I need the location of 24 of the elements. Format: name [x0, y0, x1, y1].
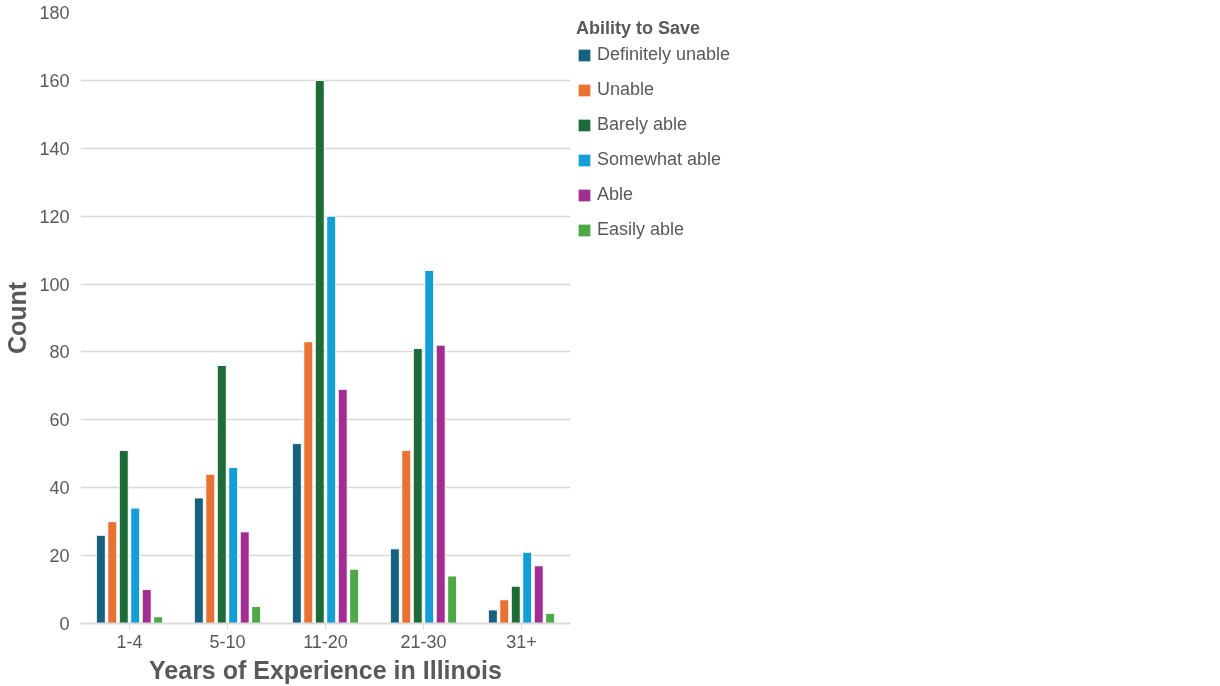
legend-title: Ability to Save	[576, 18, 702, 39]
legend-label: Definitely unable	[597, 44, 731, 65]
legend-label: Unable	[597, 79, 655, 100]
y-tick-label: 40	[49, 478, 70, 499]
x-axis-title: Years of Experience in Illinois	[149, 655, 502, 684]
y-tick-label: 160	[39, 70, 70, 91]
legend-label: Easily able	[597, 219, 685, 240]
x-tick-label: 31+	[506, 631, 537, 652]
legend-label: Barely able	[597, 114, 688, 135]
y-axis-title: Count	[3, 281, 32, 355]
x-tick-label: 11-20	[303, 631, 348, 652]
x-tick-label: 5-10	[209, 631, 246, 652]
y-tick-label: 120	[39, 206, 70, 227]
y-tick-label: 20	[49, 546, 70, 567]
y-tick-label: 60	[49, 410, 70, 431]
legend-label: Able	[597, 184, 634, 205]
y-tick-label: 180	[39, 3, 70, 23]
y-tick-label: 100	[39, 274, 70, 295]
y-tick-label: 140	[39, 138, 70, 159]
x-tick-label: 21-30	[400, 631, 447, 652]
y-tick-label: 80	[49, 342, 70, 363]
y-tick-label: 0	[59, 614, 70, 634]
x-tick-label: 1-4	[116, 631, 143, 652]
legend-label: Somewhat able	[597, 149, 722, 170]
